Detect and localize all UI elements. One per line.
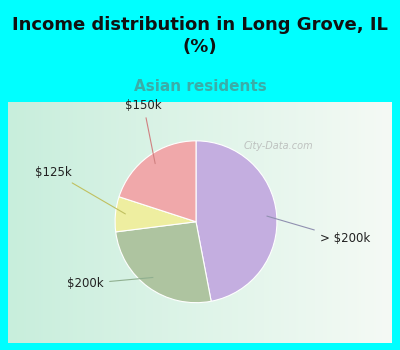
Text: $150k: $150k	[125, 99, 162, 163]
Text: $200k: $200k	[68, 277, 153, 290]
Text: > $200k: > $200k	[267, 216, 370, 245]
Wedge shape	[119, 141, 196, 222]
Text: City-Data.com: City-Data.com	[244, 141, 314, 150]
Text: $125k: $125k	[36, 166, 125, 214]
Wedge shape	[196, 141, 277, 301]
Text: Asian residents: Asian residents	[134, 79, 266, 93]
Text: Income distribution in Long Grove, IL
(%): Income distribution in Long Grove, IL (%…	[12, 16, 388, 56]
Wedge shape	[115, 197, 196, 232]
Wedge shape	[116, 222, 211, 303]
